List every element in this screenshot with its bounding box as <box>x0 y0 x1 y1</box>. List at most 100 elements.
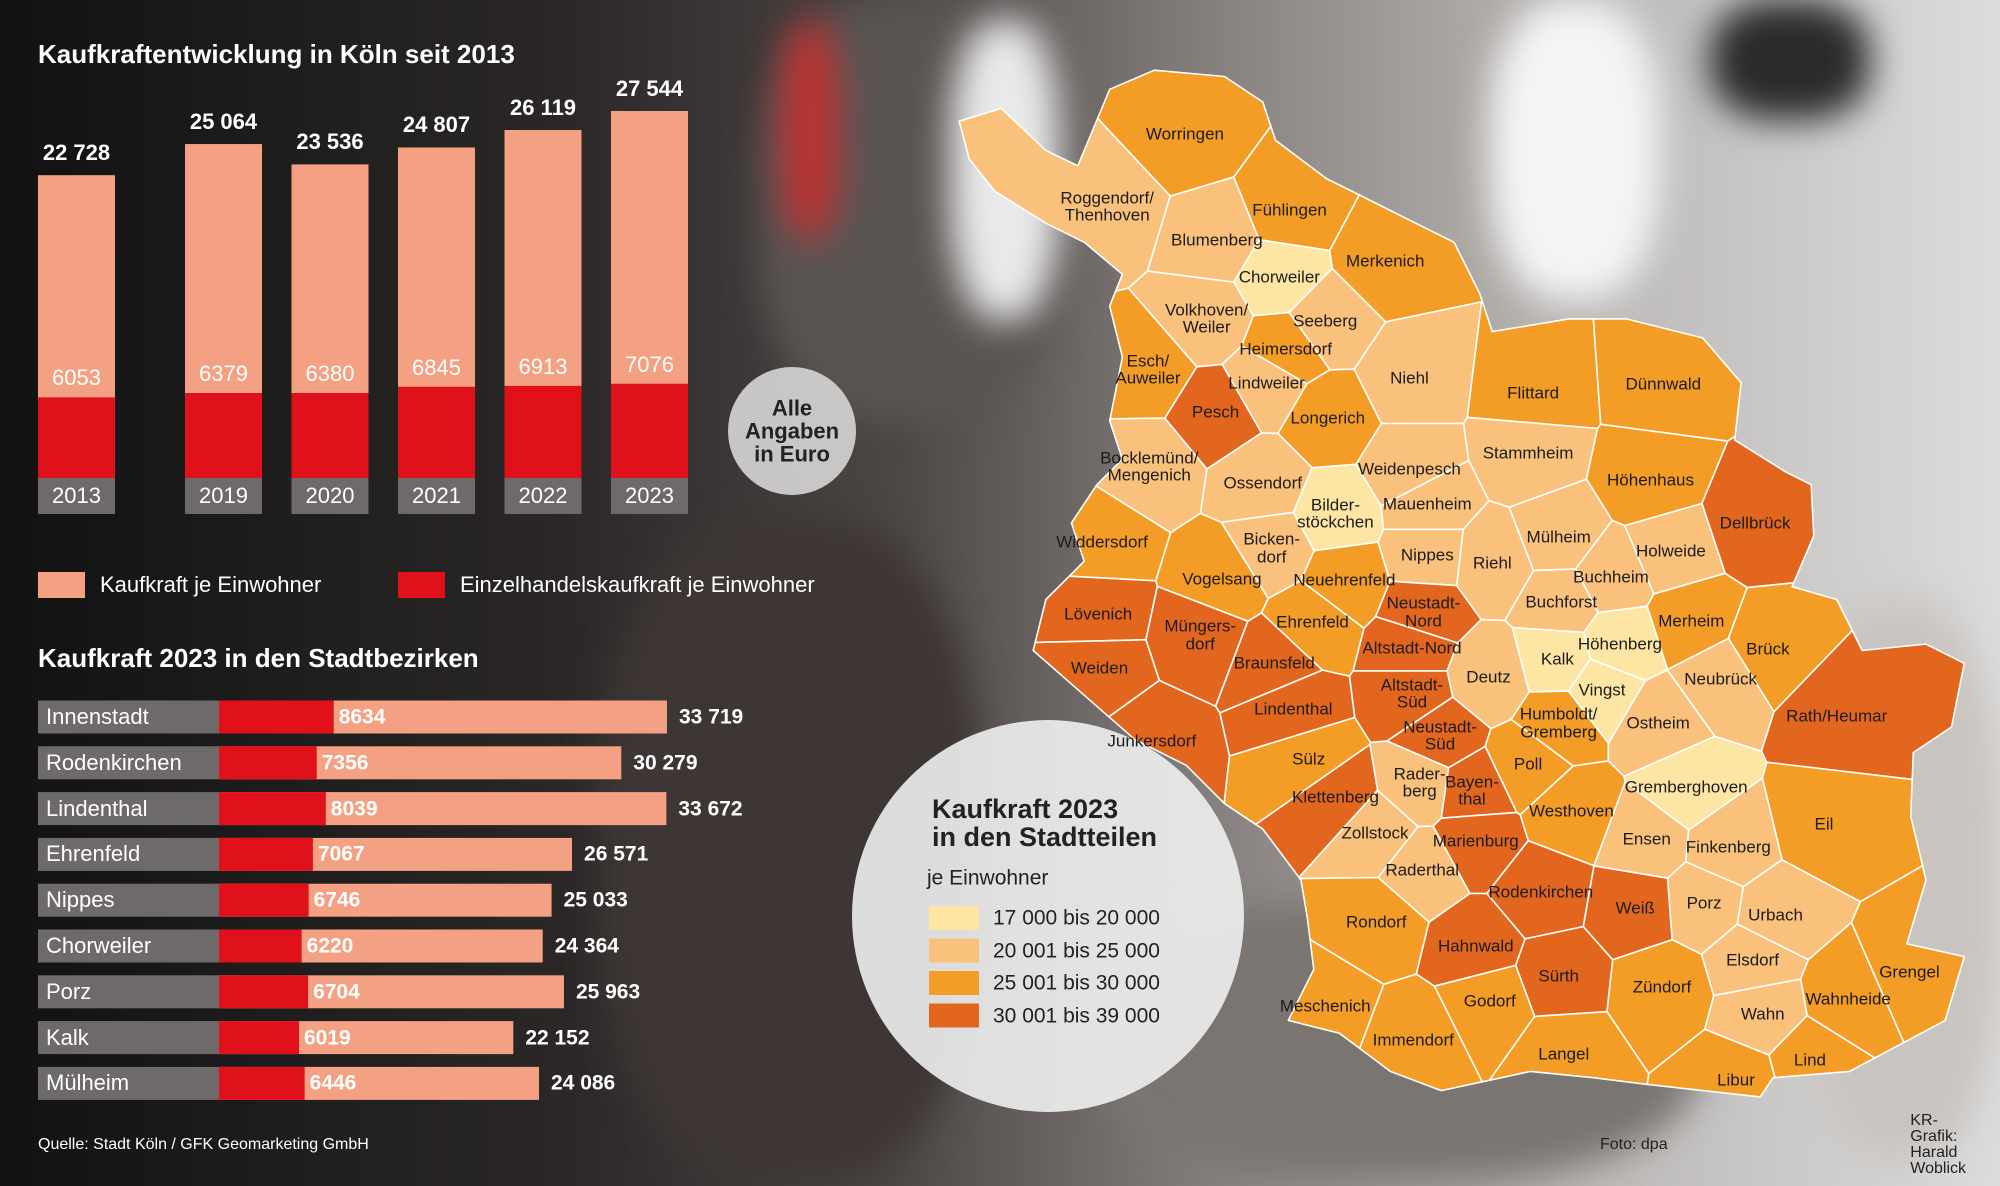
value-label: 7356 <box>321 751 369 775</box>
district-label: Volkhoven/ Weiler <box>1165 300 1249 337</box>
graphic-credit: KR-Grafik: Harald Woblick <box>1910 1112 1966 1177</box>
category-box <box>38 837 219 871</box>
value-label: 6704 <box>313 980 360 1004</box>
district-area <box>1850 864 1966 1044</box>
value-label: 24 086 <box>551 1071 616 1095</box>
district-label: Lind <box>1793 1050 1827 1070</box>
value-label: 30 279 <box>633 751 698 775</box>
district-label: Müngers- dorf <box>1164 616 1237 654</box>
category-box <box>38 746 219 780</box>
map-legend-title: Kaufkraft 2023 in den Stadtteilen <box>932 794 1158 853</box>
chart-title: Kaufkraft 2023 in den Stadtbezirken <box>38 643 479 673</box>
retail-bar <box>219 929 302 963</box>
category-box <box>38 1021 219 1055</box>
x-tick-label: 2020 <box>305 483 355 508</box>
value-label: 8634 <box>338 705 386 729</box>
y-tick-label: Lindenthal <box>46 795 148 821</box>
district-label: Marienburg <box>1432 830 1519 850</box>
category-box <box>38 975 219 1009</box>
x-tick-label: 2013 <box>52 483 101 508</box>
district-label: Weiß <box>1615 898 1655 918</box>
district-label: Deutz <box>1466 667 1511 687</box>
district-label: Zollstock <box>1341 823 1409 843</box>
retail-bar <box>291 392 369 478</box>
value-label: 24 364 <box>554 934 619 958</box>
district-label: Lövenich <box>1064 603 1133 623</box>
district-label: Porz <box>1686 893 1722 913</box>
y-tick-label: Mülheim <box>46 1070 130 1096</box>
value-label: 23 536 <box>296 129 364 155</box>
category-box <box>38 700 219 734</box>
retail-bar <box>185 393 262 478</box>
legend-swatch <box>929 938 979 963</box>
district-label: Gremberghoven <box>1624 777 1748 797</box>
district-label: Esch/ Auweiler <box>1115 351 1181 388</box>
district-area <box>1255 743 1379 879</box>
district-area <box>1760 629 1966 781</box>
value-label: 6379 <box>199 361 248 386</box>
category-box <box>504 478 582 514</box>
district-label: Grengel <box>1879 962 1940 982</box>
district-label: Vingst <box>1578 680 1626 700</box>
value-label: 22 728 <box>42 140 111 166</box>
x-tick-label: 2023 <box>625 483 674 508</box>
value-label: 26 119 <box>509 94 577 120</box>
y-tick-label: Innenstadt <box>46 704 149 729</box>
source-note: Quelle: Stadt Köln / GFK Geomarketing Gm… <box>38 1136 369 1153</box>
district-label: Altstadt- Süd <box>1380 675 1444 712</box>
district-area <box>1233 125 1361 252</box>
legend-label: 25 001 bis 30 000 <box>993 971 1160 995</box>
value-label: 25 064 <box>189 109 258 135</box>
district-label: Höhenberg <box>1577 634 1662 654</box>
district-label: Lindweiler <box>1228 372 1305 392</box>
legend-label: 30 001 bis 39 000 <box>993 1004 1160 1027</box>
district-label: Finkenberg <box>1685 837 1771 857</box>
district-label: Zündorf <box>1632 977 1692 997</box>
district-label: Lindenthal <box>1254 699 1333 719</box>
value-label: 7076 <box>625 351 674 377</box>
value-label: 6913 <box>518 353 568 379</box>
district-label: Sülz <box>1292 749 1326 769</box>
district-label: Stammheim <box>1482 443 1574 463</box>
legend-swatch <box>929 971 979 995</box>
district-label: Chorweiler <box>1238 267 1320 287</box>
category-box <box>185 478 262 514</box>
district-label: Wahnheide <box>1805 989 1891 1009</box>
district-label: Kalk <box>1540 649 1574 669</box>
value-label: 25 033 <box>563 888 628 912</box>
photo-credit: Foto: dpa <box>1600 1136 1668 1153</box>
district-label: Bayen- thal <box>1445 772 1499 809</box>
legend-swatch <box>38 572 85 598</box>
district-label: Neustadt- Süd <box>1403 717 1477 754</box>
legend-label: Einzelhandelskaufkraft je Einwohner <box>460 572 815 597</box>
category-box <box>38 1066 219 1100</box>
value-label: 6019 <box>303 1026 351 1050</box>
district-label: Braunsfeld <box>1233 653 1315 673</box>
legend-swatch <box>398 572 445 598</box>
district-label: Immendorf <box>1372 1029 1454 1049</box>
annotation-circle <box>728 367 856 495</box>
value-label: 26 571 <box>584 842 649 866</box>
district-label: Worringen <box>1145 124 1224 144</box>
district-label: Ossendorf <box>1223 473 1302 493</box>
district-label: Wahn <box>1740 1004 1785 1024</box>
legend-label: 20 001 bis 25 000 <box>993 939 1160 962</box>
district-label: Meschenich <box>1279 996 1371 1016</box>
district-label: Langel <box>1538 1043 1590 1063</box>
district-area <box>1488 1010 1650 1086</box>
x-tick-label: 2021 <box>412 483 461 508</box>
district-area <box>1727 581 1854 713</box>
district-label: Blumenberg <box>1170 230 1263 250</box>
retail-bar <box>219 746 317 780</box>
value-label: 6446 <box>309 1071 357 1095</box>
value-label: 6746 <box>313 888 361 912</box>
district-label: Rodenkirchen <box>1488 881 1594 901</box>
category-box <box>291 478 369 514</box>
district-label: Westhoven <box>1529 801 1614 821</box>
district-label: Bicken- dorf <box>1243 530 1301 567</box>
district-label: Vogelsang <box>1182 569 1262 589</box>
district-label: Klettenberg <box>1291 787 1379 807</box>
value-label: 33 719 <box>679 705 744 729</box>
retail-bar <box>219 700 334 734</box>
